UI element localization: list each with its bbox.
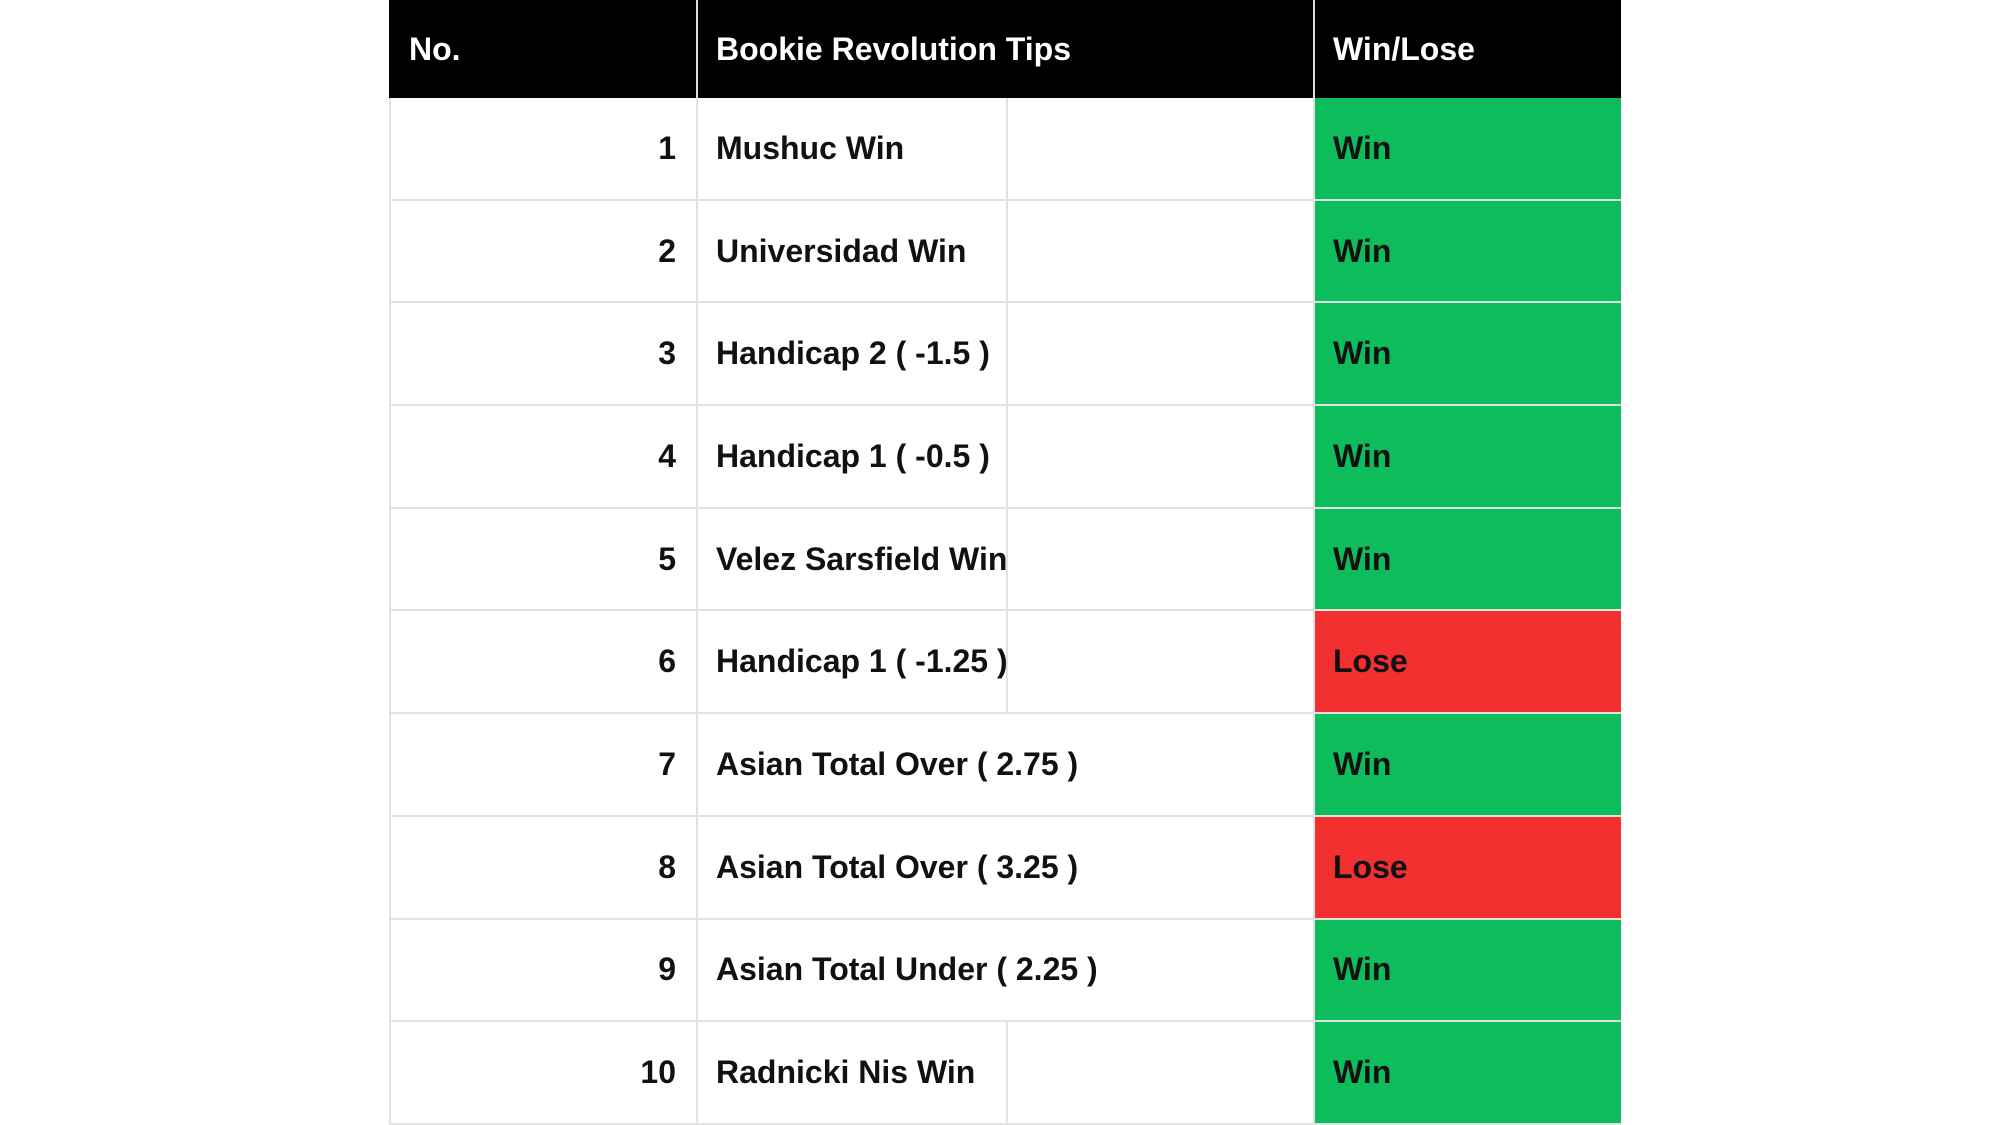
tip-text: Handicap 2 ( -1.5 ): [716, 335, 990, 372]
cell-divider: [1006, 303, 1008, 405]
tip-text: Handicap 1 ( -0.5 ): [716, 437, 990, 474]
result-cell: Win: [1313, 919, 1621, 1021]
result-cell: Lose: [1313, 611, 1621, 713]
tip-text: Universidad Win: [716, 232, 967, 269]
result-cell: Win: [1313, 200, 1621, 302]
row-number: 1: [389, 98, 698, 199]
row-number: 2: [389, 200, 698, 302]
cell-divider: [1006, 200, 1008, 302]
row-number: 5: [389, 508, 698, 610]
row-number: 8: [389, 816, 698, 918]
row-number: 7: [389, 714, 698, 815]
table-row: 7 Asian Total Over ( 2.75 ) Win: [389, 714, 1621, 817]
table-row: 9 Asian Total Under ( 2.25 ) Win: [389, 919, 1621, 1023]
row-number: 9: [389, 919, 698, 1021]
tip-text: Radnicki Nis Win: [716, 1054, 976, 1091]
result-cell: Win: [1313, 714, 1621, 815]
header-row: No. Bookie Revolution Tips Win/Lose: [389, 0, 1621, 98]
row-number: 6: [389, 611, 698, 713]
tip-text: Asian Total Over ( 3.25 ): [716, 848, 1079, 885]
row-number: 3: [389, 303, 698, 405]
cell-divider: [1006, 1022, 1008, 1123]
tip-text: Asian Total Over ( 2.75 ): [716, 745, 1079, 782]
tip-text: Velez Sarsfield Win: [716, 540, 1008, 577]
result-cell: Win: [1313, 1022, 1621, 1123]
result-cell: Win: [1313, 303, 1621, 405]
cell-divider: [1006, 406, 1008, 507]
result-cell: Lose: [1313, 816, 1621, 918]
tip-text: Asian Total Under ( 2.25 ): [716, 951, 1098, 988]
table-row: 2 Universidad Win Win: [389, 200, 1621, 304]
table-row: 6 Handicap 1 ( -1.25 ) Lose: [389, 611, 1621, 715]
cell-divider: [1006, 98, 1008, 199]
table-row: 5 Velez Sarsfield Win Win: [389, 508, 1621, 612]
header-result: Win/Lose: [1313, 0, 1621, 98]
result-cell: Win: [1313, 406, 1621, 507]
results-table: No. Bookie Revolution Tips Win/Lose 1 Mus…: [389, 0, 1621, 1125]
table-row: 1 Mushuc Win Win: [389, 98, 1621, 201]
result-cell: Win: [1313, 508, 1621, 610]
table-row: 3 Handicap 2 ( -1.5 ) Win: [389, 303, 1621, 407]
tip-text: Mushuc Win: [716, 129, 905, 166]
table-row: 10 Radnicki Nis Win Win: [389, 1022, 1621, 1125]
row-number: 4: [389, 406, 698, 507]
cell-divider: [1006, 611, 1008, 713]
cell-divider: [1006, 508, 1008, 610]
result-cell: Win: [1313, 98, 1621, 199]
tip-text: Handicap 1 ( -1.25 ): [716, 643, 1008, 680]
row-number: 10: [389, 1022, 698, 1123]
header-tips: Bookie Revolution Tips: [716, 30, 1071, 67]
table-row: 8 Asian Total Over ( 3.25 ) Lose: [389, 816, 1621, 920]
table-row: 4 Handicap 1 ( -0.5 ) Win: [389, 406, 1621, 509]
header-no: No.: [389, 0, 698, 98]
